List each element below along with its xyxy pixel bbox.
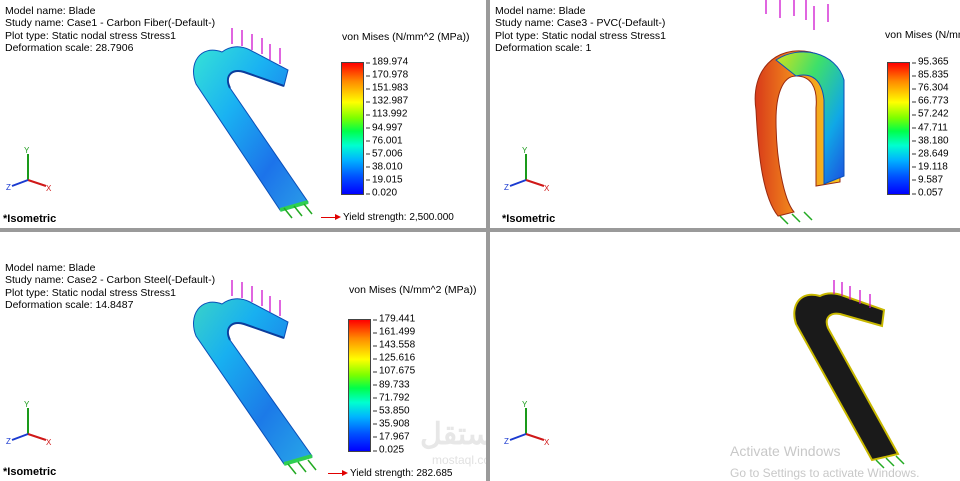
study-name: Study name: Case3 - PVC(-Default-) bbox=[495, 17, 666, 30]
tick-label: 38.180 bbox=[912, 135, 949, 147]
yield-arrow-icon bbox=[328, 469, 348, 476]
tick-label: 89.733 bbox=[373, 379, 410, 390]
axis-triad-icon[interactable]: Y X Z bbox=[6, 146, 56, 192]
tick-label: 9.587 bbox=[911, 174, 944, 186]
triad-x-label: X bbox=[544, 184, 550, 192]
mostaql-watermark-url: mostaql.com bbox=[432, 453, 486, 467]
triad-x-label: X bbox=[46, 438, 52, 446]
yield-strength-label: Yield strength: 2,500.000 bbox=[343, 212, 454, 223]
activate-windows-subtitle: Go to Settings to activate Windows. bbox=[730, 466, 920, 480]
model-name: Model name: Blade bbox=[5, 5, 96, 17]
study-info: Model name: Blade Study name: Case3 - PV… bbox=[495, 5, 666, 55]
tick-label: 76.001 bbox=[366, 135, 403, 147]
tick-label: 47.711 bbox=[912, 122, 948, 133]
study-info: Model name: Blade Study name: Case2 - Ca… bbox=[5, 262, 215, 312]
tick-label: 53.850 bbox=[373, 405, 410, 417]
plot-type: Plot type: Static nodal stress Stress1 bbox=[5, 29, 176, 42]
legend-title: von Mises (N/mm^2 (MPa)) bbox=[342, 31, 470, 43]
tick-label: 113.992 bbox=[365, 108, 408, 120]
yield-arrow-icon bbox=[321, 213, 341, 220]
tick-label: 0.057 bbox=[911, 187, 944, 199]
stress-plot-viewport-case2[interactable]: Model name: Blade Study name: Case2 - Ca… bbox=[0, 232, 486, 481]
tick-label: 151.983 bbox=[365, 82, 409, 94]
activate-windows-title: Activate Windows bbox=[730, 443, 841, 459]
stress-plot-viewport-case1[interactable]: Model name: Blade Study name: Case1 - Ca… bbox=[0, 0, 486, 228]
stress-plot-viewport-case3[interactable]: Model name: Blade Study name: Case3 - PV… bbox=[490, 0, 960, 228]
tick-label: 71.792 bbox=[373, 392, 410, 404]
tick-label: 19.015 bbox=[366, 174, 403, 186]
model-name: Model name: Blade bbox=[5, 262, 96, 274]
tick-label: 17.967 bbox=[373, 431, 410, 443]
stress-color-bar bbox=[348, 319, 371, 452]
axis-triad-icon[interactable]: Y X Z bbox=[504, 400, 554, 446]
triad-y-label: Y bbox=[24, 400, 30, 409]
study-info: Model name: Blade Study name: Case1 - Ca… bbox=[5, 5, 215, 55]
study-name: Study name: Case2 - Carbon Steel(-Defaul… bbox=[5, 274, 216, 287]
pvc-blade-stress-plot-icon[interactable] bbox=[740, 0, 860, 225]
legend-ticks: 179.441 161.499 143.558 125.616 107.675 … bbox=[372, 314, 449, 456]
deformation-scale: Deformation scale: 14.8487 bbox=[5, 299, 134, 312]
legend-title: von Mises (N/mm^2 (MPa)) bbox=[885, 29, 960, 41]
tick-label: 179.441 bbox=[372, 313, 416, 325]
tick-label: 19.118 bbox=[912, 161, 948, 173]
tick-label: 35.908 bbox=[373, 418, 410, 430]
carbon-fiber-blade-stress-plot-icon[interactable] bbox=[180, 14, 330, 224]
triad-y-label: Y bbox=[522, 146, 528, 155]
tick-label: 94.997 bbox=[366, 122, 403, 133]
triad-x-label: X bbox=[46, 184, 52, 192]
tick-label: 189.974 bbox=[365, 56, 409, 68]
axis-triad-icon[interactable]: Y X Z bbox=[6, 400, 56, 446]
view-orientation-label: *Isometric bbox=[502, 213, 556, 225]
undeformed-blade-model-icon[interactable] bbox=[784, 276, 924, 472]
tick-label: 38.010 bbox=[366, 161, 403, 173]
yield-strength-label: Yield strength: 282.685 bbox=[350, 468, 453, 479]
stress-color-bar bbox=[341, 62, 364, 195]
axis-triad-icon[interactable]: Y X Z bbox=[504, 146, 554, 192]
model-viewport-undeformed[interactable]: Y X Z Activate Windows Go to Settings to… bbox=[490, 232, 960, 481]
legend-ticks: 189.974 170.978 151.983 132.987 113.992 … bbox=[365, 57, 442, 199]
triad-z-label: Z bbox=[504, 183, 509, 192]
triad-y-label: Y bbox=[522, 400, 528, 409]
tick-label: 0.020 bbox=[365, 187, 398, 199]
study-name: Study name: Case1 - Carbon Fiber(-Defaul… bbox=[5, 17, 216, 30]
plot-type: Plot type: Static nodal stress Stress1 bbox=[5, 286, 176, 299]
yield-strength: Yield strength: 282.685 bbox=[328, 468, 452, 479]
tick-label: 28.649 bbox=[912, 148, 949, 160]
view-orientation-label: *Isometric bbox=[3, 213, 57, 225]
view-orientation-label: *Isometric bbox=[3, 466, 57, 478]
tick-label: 57.242 bbox=[912, 108, 949, 120]
tick-label: 170.978 bbox=[365, 69, 409, 81]
plot-type: Plot type: Static nodal stress Stress1 bbox=[495, 29, 666, 42]
mostaql-watermark-logo: مستقل bbox=[420, 418, 486, 451]
tick-label: 107.675 bbox=[372, 365, 416, 377]
triad-z-label: Z bbox=[6, 437, 11, 446]
model-name: Model name: Blade bbox=[495, 5, 586, 17]
carbon-steel-blade-stress-plot-icon[interactable] bbox=[180, 266, 330, 480]
tick-label: 95.365 bbox=[912, 56, 949, 68]
tick-label: 57.006 bbox=[366, 148, 403, 160]
legend-title: von Mises (N/mm^2 (MPa)) bbox=[349, 284, 477, 296]
triad-z-label: Z bbox=[504, 437, 509, 446]
stress-color-bar bbox=[887, 62, 910, 195]
tick-label: 161.499 bbox=[372, 326, 416, 338]
triad-y-label: Y bbox=[24, 146, 30, 155]
tick-label: 143.558 bbox=[372, 339, 416, 351]
deformation-scale: Deformation scale: 1 bbox=[495, 42, 592, 55]
tick-label: 0.025 bbox=[372, 444, 405, 456]
legend-ticks: 95.365 85.835 76.304 66.773 57.242 47.71… bbox=[911, 57, 958, 199]
yield-strength: Yield strength: 2,500.000 bbox=[321, 212, 454, 223]
triad-z-label: Z bbox=[6, 183, 11, 192]
deformation-scale: Deformation scale: 28.7906 bbox=[5, 42, 134, 55]
tick-label: 125.616 bbox=[372, 352, 416, 364]
tick-label: 66.773 bbox=[912, 95, 949, 107]
tick-label: 85.835 bbox=[912, 69, 949, 81]
tick-label: 132.987 bbox=[365, 95, 409, 107]
triad-x-label: X bbox=[544, 438, 550, 446]
tick-label: 76.304 bbox=[912, 82, 949, 94]
